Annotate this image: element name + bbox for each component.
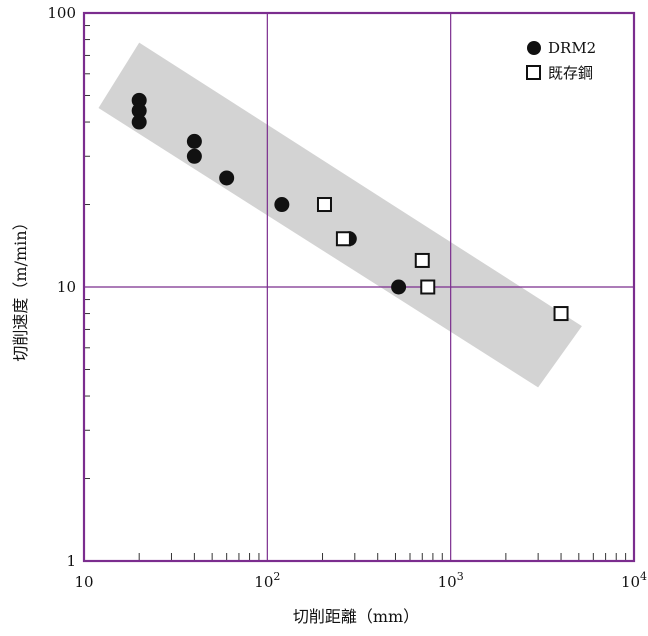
x-tick-labels: 10 102 103 104	[74, 570, 647, 591]
legend-marker-existing-steel	[526, 65, 541, 80]
point-existing-steel	[553, 306, 569, 322]
x-axis-title: 切削距離（mm）	[293, 607, 419, 626]
point-existing-steel	[335, 231, 351, 247]
point-drm2	[274, 197, 290, 213]
scatter-band	[98, 42, 582, 388]
data-points	[131, 92, 569, 322]
point-drm2	[131, 114, 147, 130]
point-existing-steel	[316, 197, 332, 213]
legend-marker-drm2	[527, 41, 541, 55]
legend-label-drm2: DRM2	[548, 39, 596, 57]
frame-rect	[82, 11, 636, 563]
y-tick-label: 100	[47, 4, 76, 22]
band-polygon	[98, 42, 582, 388]
grid	[84, 13, 634, 561]
plot-frame	[82, 11, 636, 563]
x-tick-label: 102	[254, 570, 280, 591]
y-axis-title: 切削速度（m/min）	[11, 214, 30, 361]
x-tick-label: 10	[74, 573, 93, 591]
y-tick-label: 1	[66, 552, 76, 570]
legend-label-existing-steel: 既存鋼	[548, 64, 593, 82]
minor-ticks	[84, 25, 627, 561]
point-drm2	[219, 170, 235, 186]
point-drm2	[186, 133, 202, 149]
point-drm2	[131, 92, 147, 108]
point-existing-steel	[414, 252, 430, 268]
y-tick-label: 10	[57, 278, 76, 296]
legend: DRM2 既存鋼	[526, 39, 596, 82]
point-drm2	[391, 279, 407, 295]
point-drm2	[131, 103, 147, 119]
x-tick-label: 104	[621, 570, 647, 591]
point-existing-steel	[420, 279, 436, 295]
point-drm2	[186, 148, 202, 164]
y-tick-labels: 1 10 100	[47, 4, 76, 570]
x-tick-label: 103	[438, 570, 464, 591]
